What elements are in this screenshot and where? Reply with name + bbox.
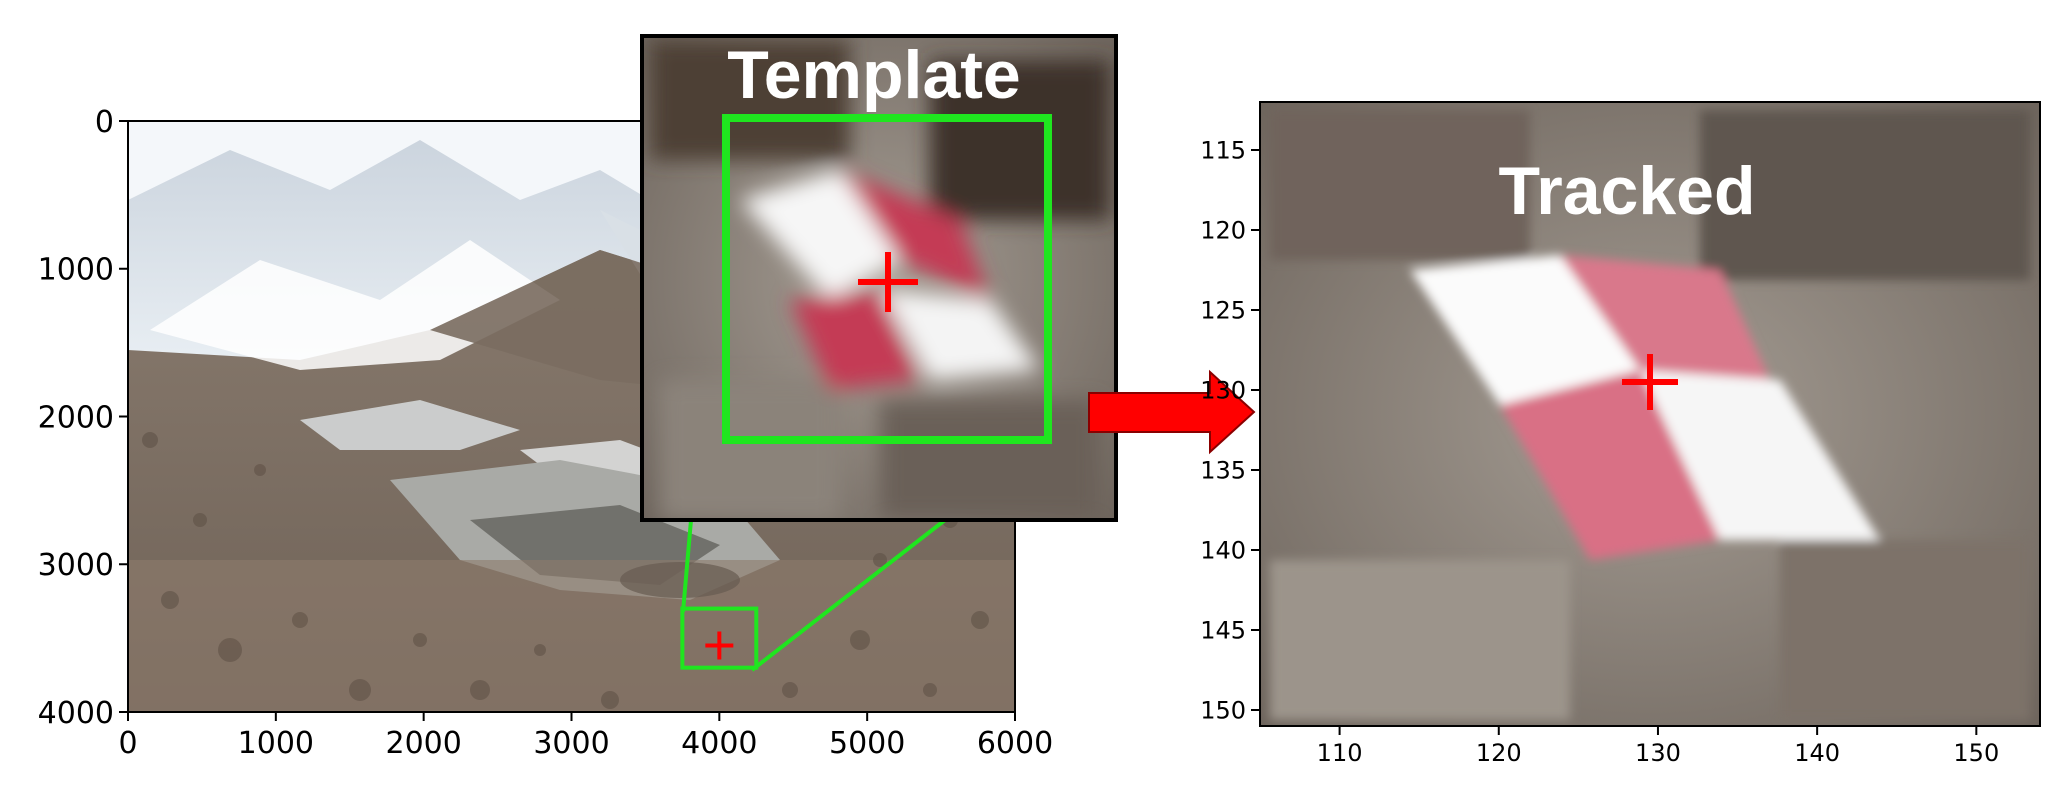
tracked-inset: Tracked <box>1259 101 2041 727</box>
main-x-axis: 0 1000 2000 3000 4000 5000 6000 <box>118 712 1053 761</box>
main-y-tick-label: 0 <box>95 105 114 140</box>
tracked-y-tick-label: 145 <box>1200 617 1246 645</box>
main-y-tick-label: 3000 <box>38 548 114 583</box>
main-y-tick-label: 4000 <box>38 696 114 731</box>
main-y-tick-label: 2000 <box>38 400 114 435</box>
tracked-x-tick-label: 110 <box>1317 739 1363 767</box>
tracked-label: Tracked <box>1498 153 1755 229</box>
main-tracked-marker <box>705 631 734 660</box>
template-crosshair <box>858 252 918 312</box>
tracked-x-tick-label: 120 <box>1476 739 1522 767</box>
main-x-tick-label: 1000 <box>238 726 314 761</box>
tracked-x-axis: 110 120 130 140 150 <box>1317 726 1999 767</box>
main-x-tick-label: 5000 <box>829 726 905 761</box>
tracked-y-tick-label: 115 <box>1200 137 1246 165</box>
template-label: Template <box>727 37 1020 113</box>
main-x-tick-label: 2000 <box>385 726 461 761</box>
template-inset: Template <box>640 34 1118 522</box>
main-x-tick-label: 4000 <box>681 726 757 761</box>
template-region-box <box>680 606 759 670</box>
tracked-y-tick-label: 130 <box>1200 377 1246 405</box>
tracked-y-axis: 115 120 125 130 135 140 145 150 <box>1200 137 1260 725</box>
main-y-tick-label: 1000 <box>38 253 114 288</box>
tracked-y-tick-label: 120 <box>1200 217 1246 245</box>
tracked-plot-frame <box>1259 101 2041 727</box>
template-inset-frame <box>640 34 1118 522</box>
main-x-tick-label: 6000 <box>977 726 1053 761</box>
main-x-tick-label: 0 <box>118 726 137 761</box>
arrow-to-tracked <box>1088 369 1256 455</box>
tracked-x-tick-label: 130 <box>1635 739 1681 767</box>
tracked-y-tick-label: 135 <box>1200 457 1246 485</box>
template-box <box>722 114 1052 444</box>
main-y-axis: 0 1000 2000 3000 4000 <box>38 105 128 731</box>
tracked-x-tick-label: 140 <box>1794 739 1840 767</box>
tracked-y-tick-label: 125 <box>1200 297 1246 325</box>
tracked-x-tick-label: 150 <box>1953 739 1999 767</box>
main-x-tick-label: 3000 <box>533 726 609 761</box>
tracked-y-tick-label: 150 <box>1200 697 1246 725</box>
tracked-y-tick-label: 140 <box>1200 537 1246 565</box>
tracked-crosshair <box>1622 354 1678 410</box>
